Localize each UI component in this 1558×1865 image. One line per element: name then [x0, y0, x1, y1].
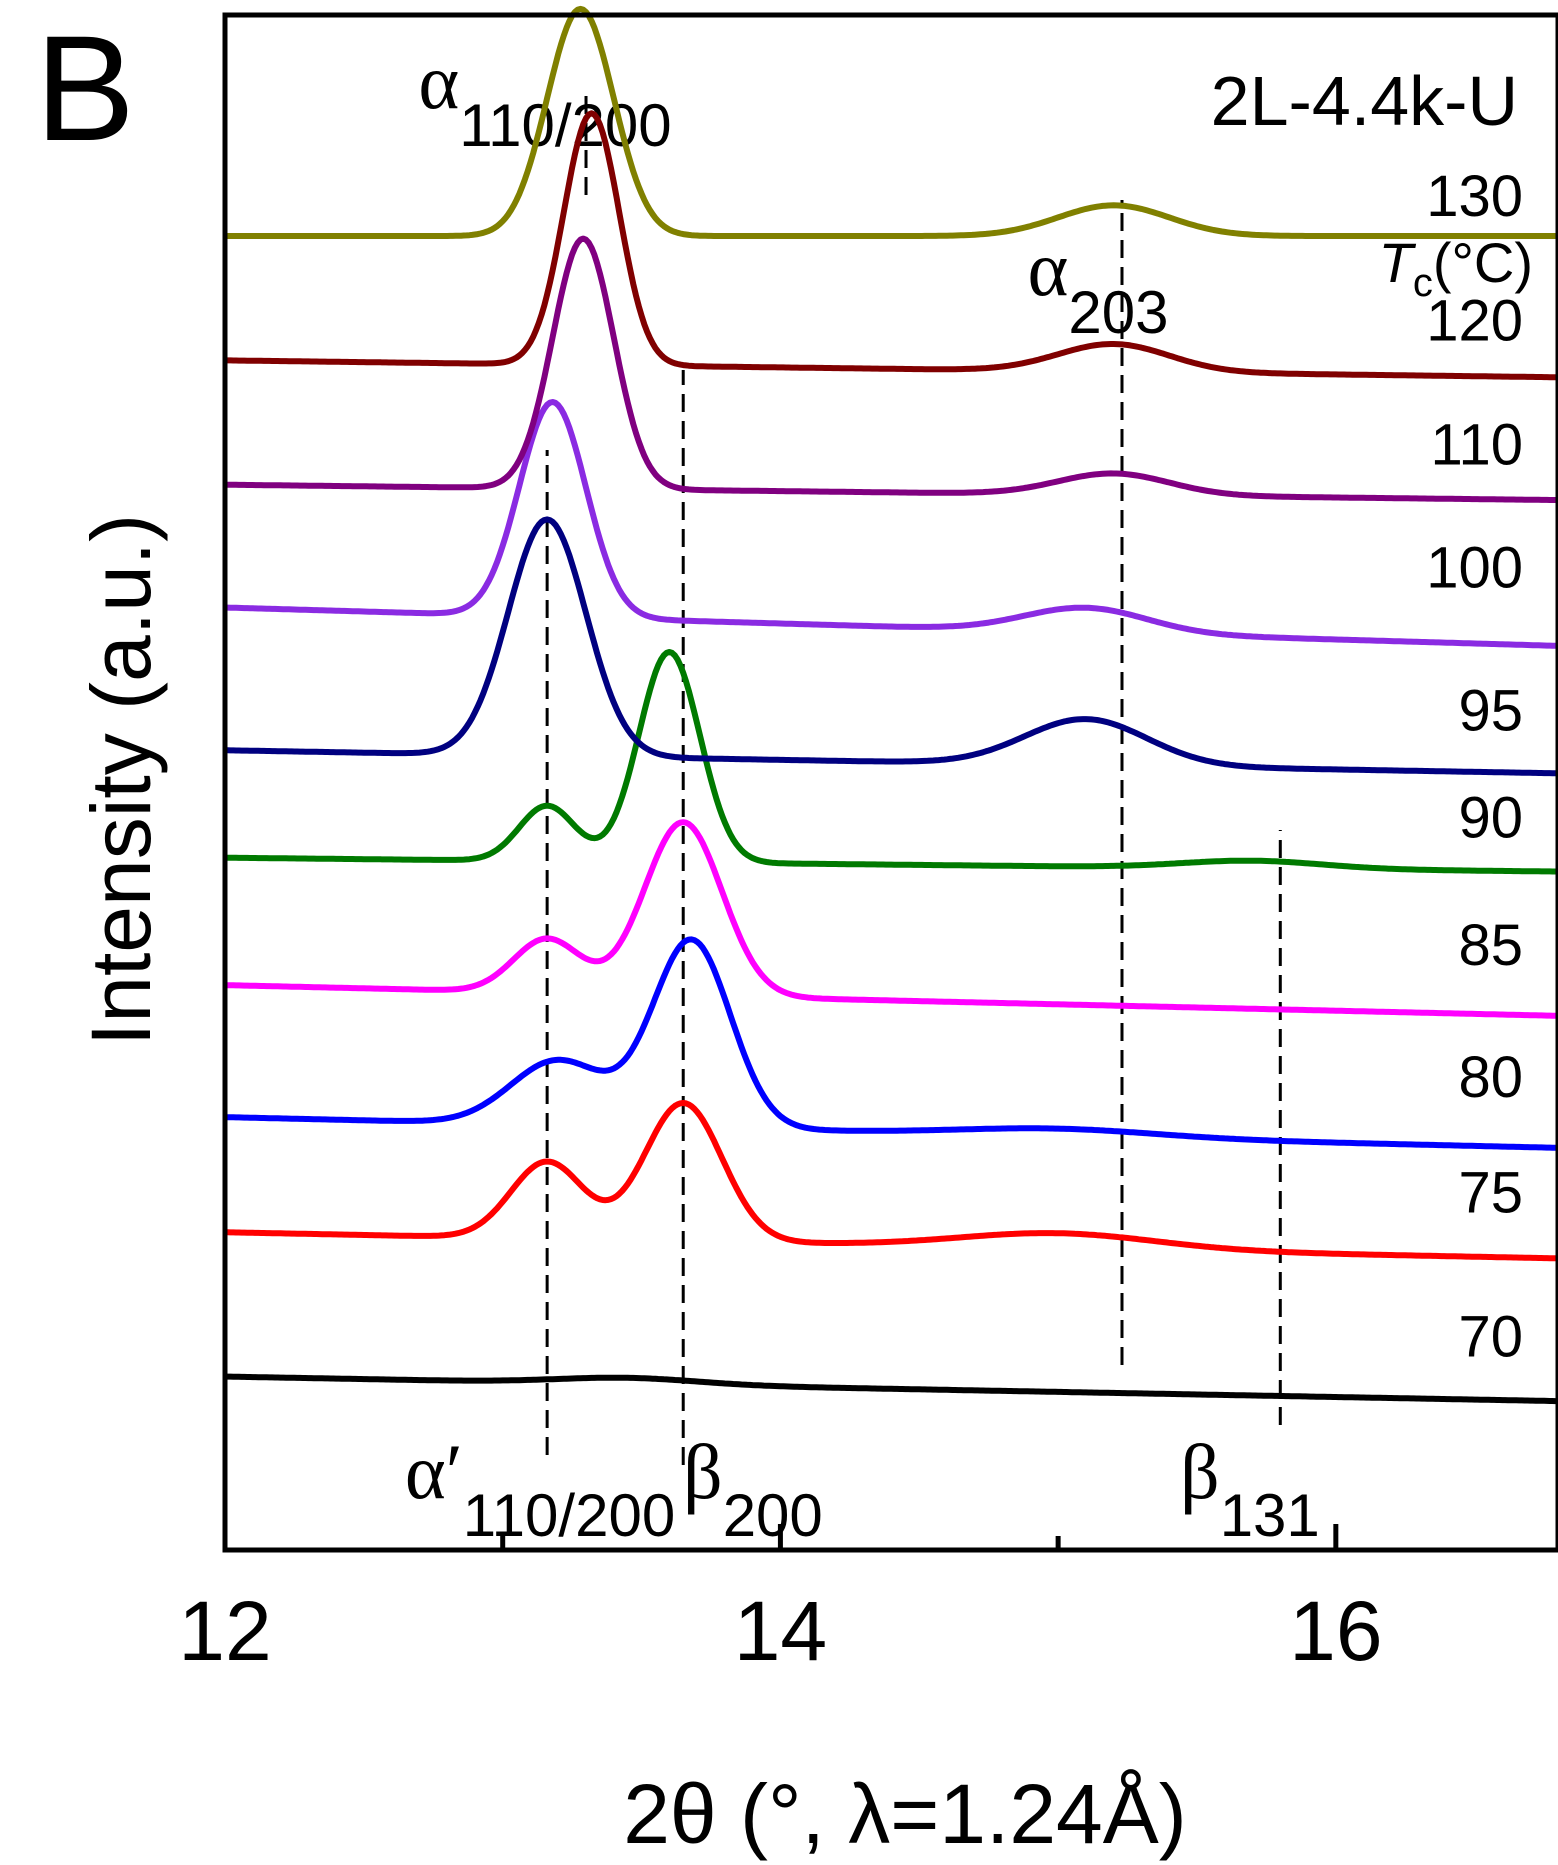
- series-line-75: [224, 1100, 1558, 1262]
- temperature-label-90: 90: [1458, 786, 1523, 851]
- series-line-80: [224, 936, 1558, 1151]
- temperature-label-120: 120: [1426, 288, 1523, 353]
- x-tick-label: 16: [1289, 1584, 1382, 1678]
- peak-label-1: α203: [1028, 225, 1169, 346]
- temperature-label-130: 130: [1426, 164, 1523, 229]
- temperature-label-75: 75: [1458, 1160, 1523, 1225]
- plot-frame: [222, 12, 1558, 1553]
- temperature-label-70: 70: [1458, 1305, 1523, 1370]
- legend-title: Tc(°C): [1379, 231, 1533, 305]
- temperature-label-80: 80: [1458, 1045, 1523, 1110]
- peak-label-2: α′110/200: [405, 1428, 675, 1549]
- temperature-label-85: 85: [1458, 913, 1523, 978]
- temperature-label-100: 100: [1426, 536, 1523, 601]
- temperature-label-110: 110: [1431, 413, 1523, 478]
- series-line-90: [224, 649, 1558, 875]
- x-tick-label: 14: [734, 1584, 827, 1678]
- temperature-labels: 70 75 80 85 90 95 100 110 120 130: [1426, 164, 1523, 1370]
- series-line-120: [224, 110, 1558, 381]
- temperature-label-95: 95: [1458, 678, 1523, 743]
- legend-title-italic: T: [1379, 231, 1417, 294]
- peak-label-0: α110/200: [418, 38, 671, 159]
- legend-title-suffix: (°C): [1433, 231, 1533, 294]
- series-line-100: [224, 399, 1558, 649]
- x-axis-tick-labels: 12 14 16: [178, 1584, 1382, 1678]
- series-line-70: [224, 1373, 1558, 1405]
- series-line-130: [224, 5, 1558, 239]
- series-line-110: [224, 235, 1558, 504]
- peak-label-3: β200: [683, 1428, 823, 1549]
- y-axis-label: Intensity (a.u.): [74, 514, 168, 1046]
- series-line-95: [224, 516, 1558, 777]
- sample-label: 2L-4.4k-U: [1211, 62, 1518, 140]
- series-line-85: [224, 819, 1558, 1019]
- x-axis-label: 2θ (°, λ=1.24Å): [623, 1767, 1187, 1861]
- panel-label: B: [35, 4, 135, 172]
- x-tick-label: 12: [178, 1584, 271, 1678]
- x-axis-ticks: [222, 1524, 1339, 1550]
- curves: [224, 5, 1558, 1405]
- legend-title-sub: c: [1413, 261, 1433, 305]
- peak-label-4: β131: [1180, 1428, 1320, 1549]
